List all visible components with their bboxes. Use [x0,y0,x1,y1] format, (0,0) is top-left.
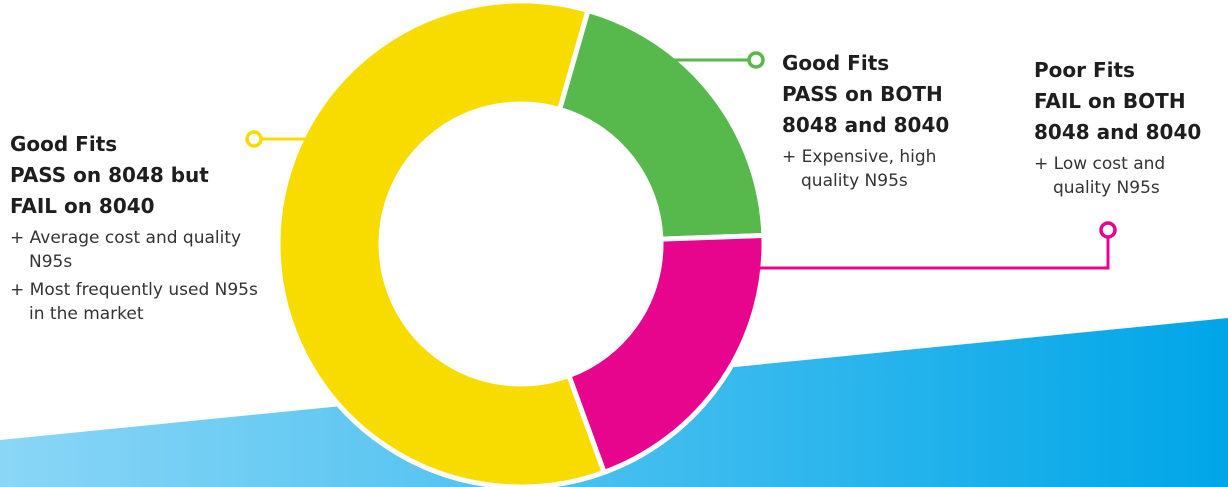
leader-line-fail-both [760,238,1110,270]
donut-slice-fail_both [565,232,767,476]
callout-note: Low cost and quality N95s [1034,152,1219,200]
callout-title: Good Fits PASS on BOTH 8048 and 8040 [782,48,982,141]
callout-title-line: Good Fits [782,51,890,75]
callout-title-line: PASS on BOTH [782,82,943,106]
callout-note: Expensive, high quality N95s [782,145,982,193]
callout-notes: Low cost and quality N95s [1034,152,1219,200]
callout-fail-both: Poor Fits FAIL on BOTH 8048 and 8040 Low… [1034,55,1219,204]
callout-title: Good Fits PASS on 8048 but FAIL on 8040 [10,129,260,222]
callout-title-line: FAIL on 8040 [10,194,155,218]
callout-note: Average cost and quality N95s [10,226,260,274]
donut-slice-pass_both [556,7,767,242]
callout-notes: Average cost and quality N95s Most frequ… [10,226,260,326]
leader-marker-pass-8048-fail-8040 [245,130,263,148]
callout-title: Poor Fits FAIL on BOTH 8048 and 8040 [1034,55,1219,148]
leader-marker-fail-both [1099,221,1117,239]
callout-title-line: FAIL on BOTH [1034,89,1186,113]
leader-marker-pass-both [747,51,765,69]
callout-pass-8048-fail-8040: Good Fits PASS on 8048 but FAIL on 8040 … [10,129,260,330]
callout-title-line: PASS on 8048 but [10,163,209,187]
callout-title-line: Good Fits [10,132,118,156]
callout-note: Most frequently used N95s in the market [10,278,260,326]
donut-slice-pass_8048_fail_8040 [275,0,608,487]
callout-notes: Expensive, high quality N95s [782,145,982,193]
callout-title-line: Poor Fits [1034,58,1135,82]
callout-pass-both: Good Fits PASS on BOTH 8048 and 8040 Exp… [782,48,982,197]
callout-title-line: 8048 and 8040 [782,113,950,137]
callout-title-line: 8048 and 8040 [1034,120,1202,144]
